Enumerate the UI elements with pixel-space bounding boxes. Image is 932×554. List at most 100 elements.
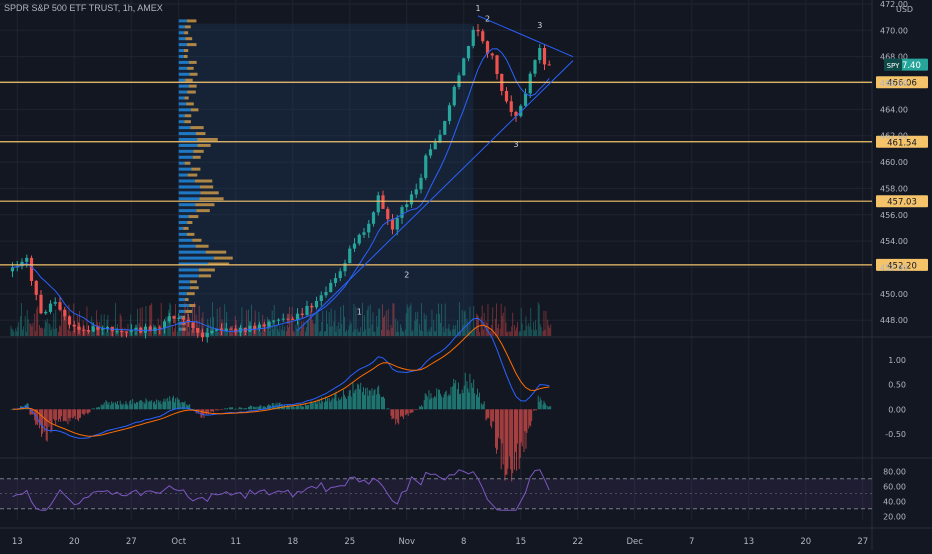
macd-histogram-bar — [360, 382, 362, 410]
volume-bar — [320, 331, 322, 336]
volume-bar — [534, 330, 535, 336]
volume-bar — [234, 315, 236, 336]
volume-bar — [457, 320, 458, 336]
candle-body — [143, 326, 148, 333]
macd-histogram-bar — [206, 409, 208, 415]
candle-body — [205, 333, 209, 338]
macd-histogram-bar — [335, 391, 337, 410]
macd-histogram-bar — [126, 403, 128, 410]
macd-histogram-bar — [330, 400, 332, 410]
volume-profile-area — [178, 23, 474, 336]
macd-histogram-bar — [491, 409, 493, 429]
volume-bar — [248, 309, 249, 336]
volume-bar — [402, 331, 403, 336]
volume-bar — [143, 330, 145, 336]
volume-bar — [252, 328, 254, 336]
macd-histogram-bar — [486, 409, 488, 419]
macd-histogram-bar — [175, 398, 176, 410]
macd-histogram-bar — [102, 404, 104, 410]
macd-histogram-bar — [321, 397, 323, 410]
macd-histogram-bar — [137, 402, 138, 410]
volume-bar — [404, 329, 406, 336]
macd-histogram-bar — [454, 383, 456, 410]
candle-body — [409, 194, 414, 205]
macd-histogram-bar — [170, 400, 172, 410]
candle-body — [153, 327, 157, 332]
macd-histogram-bar — [27, 403, 29, 410]
macd-histogram-bar — [134, 402, 135, 410]
macd-histogram-bar — [520, 409, 522, 443]
macd-histogram-bar — [100, 404, 102, 410]
macd-histogram-bar — [458, 382, 459, 410]
macd-histogram-bar — [393, 409, 395, 419]
macd-histogram-bar — [213, 409, 214, 413]
volume-bar — [110, 331, 112, 336]
volume-bar — [406, 304, 408, 336]
volume-bar — [471, 331, 473, 336]
volume-bar — [497, 327, 498, 336]
volume-bar — [286, 331, 287, 336]
volume-bar — [338, 322, 340, 336]
macd-histogram-bar — [225, 408, 227, 410]
volume-bar — [469, 306, 471, 336]
volume-bar — [360, 327, 362, 336]
volume-bar — [412, 329, 414, 336]
macd-histogram-bar — [10, 409, 12, 410]
macd-histogram-bar — [30, 409, 32, 416]
macd-histogram-bar — [417, 409, 419, 410]
volume-bar — [157, 318, 159, 336]
macd-histogram-bar — [210, 409, 211, 412]
macd-histogram-bar — [138, 401, 140, 410]
ticker-label: SPY — [887, 62, 901, 70]
candle-body — [428, 149, 433, 156]
macd-histogram-bar — [387, 408, 389, 410]
macd-histogram-bar — [521, 409, 523, 447]
x-tick-label: 11 — [230, 537, 241, 547]
macd-histogram-bar — [410, 409, 412, 414]
macd-histogram-bar — [386, 408, 388, 410]
volume-bar — [86, 306, 88, 336]
volume-bar — [74, 331, 76, 336]
macd-histogram-bar — [485, 409, 487, 421]
volume-bar — [140, 331, 142, 336]
macd-histogram-bar — [129, 401, 131, 410]
volume-bar — [311, 319, 313, 336]
macd-histogram-bar — [240, 407, 242, 410]
macd-histogram-bar — [111, 401, 113, 410]
macd-histogram-bar — [525, 409, 527, 449]
macd-histogram-bar — [132, 398, 134, 410]
macd-histogram-bar — [301, 406, 303, 410]
volume-profile-bar-down — [190, 126, 204, 130]
macd-histogram-bar — [37, 409, 39, 426]
macd-histogram-bar — [426, 396, 428, 410]
macd-histogram-bar — [355, 389, 357, 410]
candle-body — [286, 318, 290, 320]
wave-label: 1 — [357, 307, 362, 316]
macd-histogram-bar — [420, 406, 421, 410]
macd-histogram-bar — [348, 390, 350, 410]
macd-histogram-bar — [310, 401, 312, 410]
volume-bar — [333, 321, 335, 336]
macd-histogram-bar — [184, 401, 186, 410]
macd-histogram-bar — [112, 403, 114, 410]
volume-bar — [51, 327, 53, 336]
candles — [10, 23, 551, 343]
macd-histogram-bar — [549, 406, 551, 410]
macd-histogram-bar — [477, 388, 478, 410]
macd-histogram-bar — [504, 409, 506, 481]
volume-bar — [462, 324, 464, 336]
macd-histogram-bar — [216, 409, 218, 411]
macd-histogram-bar — [186, 404, 188, 410]
macd-histogram-bar — [155, 404, 156, 410]
volume-profile-bar-up — [178, 256, 214, 260]
macd-histogram-bar — [334, 394, 336, 410]
macd-histogram-bar — [86, 409, 88, 414]
macd-tick-label: 1.00 — [888, 356, 906, 365]
macd-histogram-bar — [514, 409, 515, 470]
volume-bar — [20, 316, 21, 336]
volume-bar — [225, 331, 227, 336]
macd-histogram-bar — [469, 373, 471, 410]
candle-body — [343, 263, 347, 272]
volume-bar — [84, 329, 86, 336]
